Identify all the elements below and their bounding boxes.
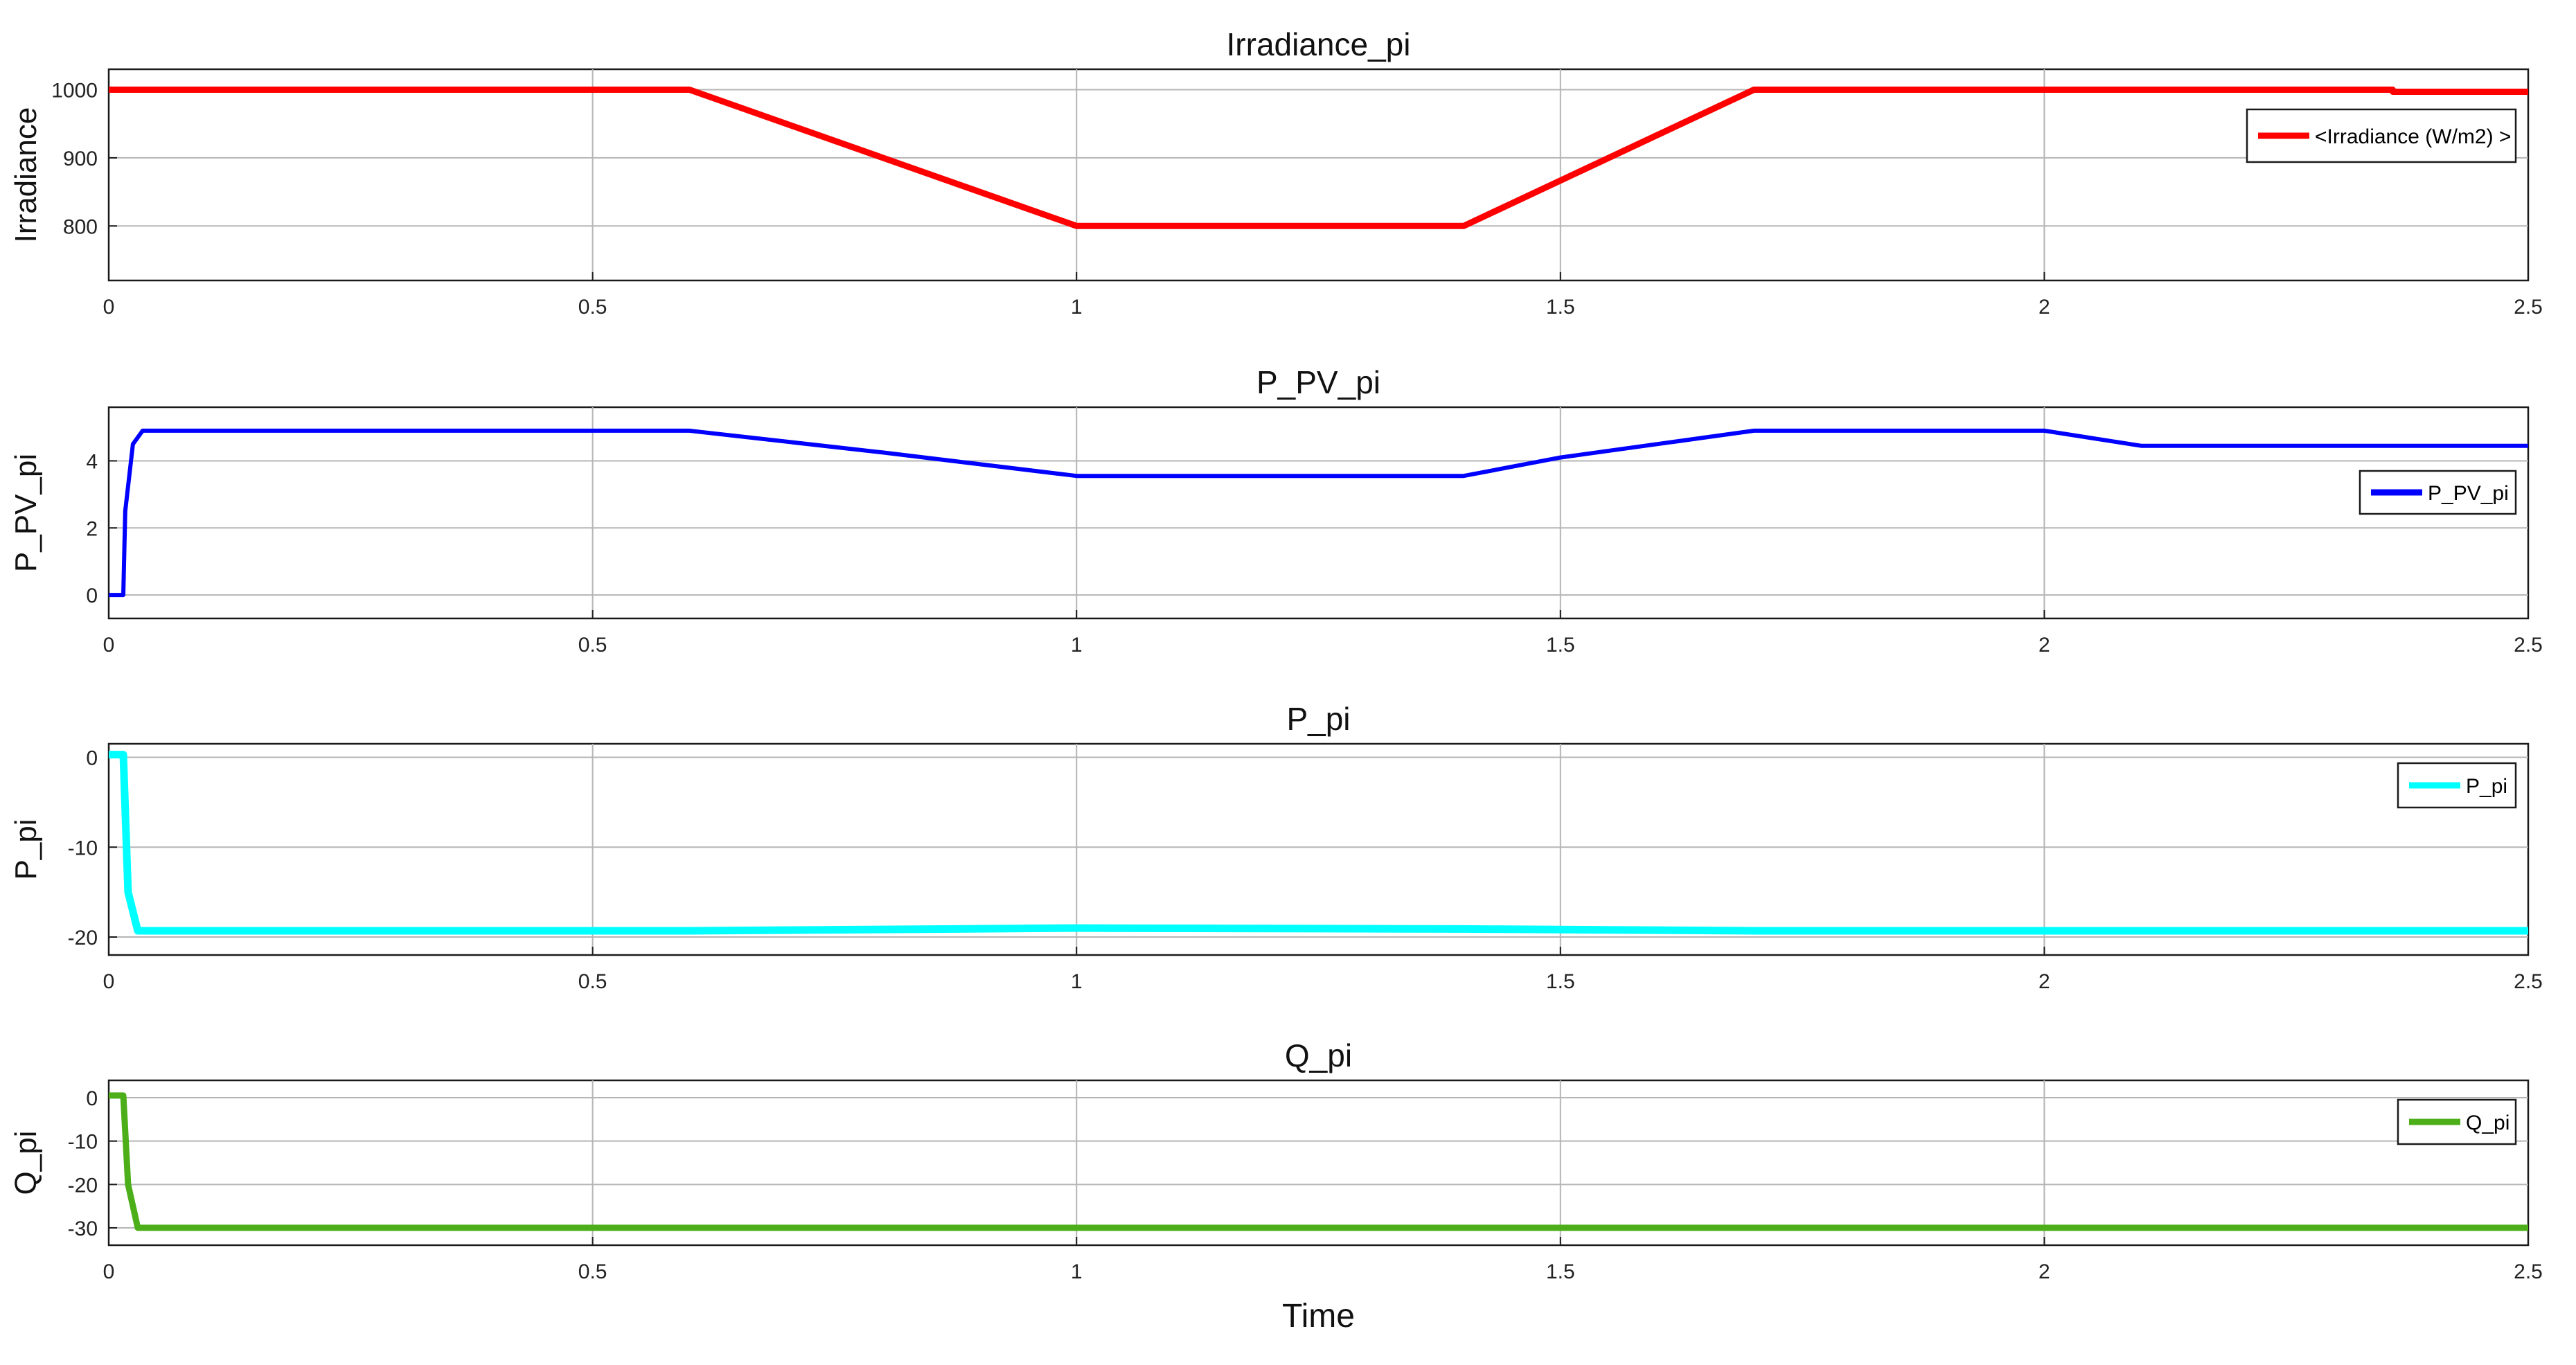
x-tick-label: 1: [1071, 634, 1083, 657]
y-tick-label: -10: [68, 837, 98, 859]
series-line-p-pv: [109, 428, 2528, 598]
y-axis-label-p: P_pi: [9, 819, 43, 880]
y-tick-label: 900: [63, 148, 98, 170]
x-tick-label: 2: [2038, 296, 2050, 319]
y-tick-label: -20: [68, 927, 98, 949]
legend-label: P_pi: [2466, 775, 2507, 798]
y-tick-label: -10: [68, 1131, 98, 1154]
x-tick-label: 1.5: [1546, 970, 1575, 993]
x-tick-label: 1: [1071, 970, 1083, 993]
x-tick-label: 0: [103, 1260, 115, 1283]
plot-area-p-pv: [107, 406, 2530, 620]
plot-area-p: [107, 742, 2530, 956]
y-axis-label-q: Q_pi: [9, 1131, 43, 1195]
x-tick-label: 2.5: [2514, 634, 2543, 657]
x-tick-label: 2.5: [2514, 970, 2543, 993]
y-tick-label: 0: [86, 585, 98, 607]
legend-p-pv: P_PV_pi: [2359, 470, 2517, 515]
x-tick-label: 0: [103, 970, 115, 993]
y-tick-label: 2: [86, 517, 98, 540]
panel-p-pv: 0 0.5 1 1.5 2 2.5 0 2 4 P_PV_pi P_PV_pi P_PV_pi: [9, 364, 2543, 657]
y-tick-label: 0: [86, 1087, 98, 1110]
y-tick-label: 0: [86, 747, 98, 769]
panel-p: 0 0.5 1 1.5 2 2.5 -20 -10 0 P_pi P_pi P_pi: [9, 701, 2543, 993]
panel-q: 0 0.5 1 1.5 2 2.5 -30 -20 -10 0 Q_pi Q_pi Time Q_pi: [9, 1037, 2543, 1335]
legend-label: <Irradiance (W/m2) >: [2315, 125, 2511, 148]
y-axis-label-irradiance: Irradiance: [9, 107, 43, 243]
y-tick-label: -30: [68, 1217, 98, 1240]
plot-area-irradiance: [107, 68, 2530, 282]
x-tick-label: 2: [2038, 1260, 2050, 1283]
x-tick-label: 0: [103, 296, 115, 319]
x-tick-label: 0.5: [578, 970, 607, 993]
chart-title-irradiance: Irradiance_pi: [1227, 26, 1411, 62]
x-tick-label: 1.5: [1546, 296, 1575, 319]
x-tick-label: 2: [2038, 970, 2050, 993]
y-tick-label: 1000: [51, 80, 98, 102]
legend-irradiance: <Irradiance (W/m2) >: [2246, 108, 2517, 163]
legend-q: Q_pi: [2397, 1098, 2517, 1145]
x-tick-label: 1.5: [1546, 1260, 1575, 1283]
plot-area-q: [107, 1079, 2530, 1247]
y-tick-label: -20: [68, 1174, 98, 1197]
x-tick-label: 2.5: [2514, 296, 2543, 319]
x-tick-label: 0: [103, 634, 115, 657]
series-line-p: [109, 751, 2528, 935]
x-tick-label: 0.5: [578, 634, 607, 657]
x-tick-label: 2: [2038, 634, 2050, 657]
legend-p: P_pi: [2397, 762, 2517, 809]
x-tick-label: 0.5: [578, 296, 607, 319]
chart-title-p: P_pi: [1286, 701, 1350, 737]
x-tick-label: 0.5: [578, 1260, 607, 1283]
x-tick-label: 1: [1071, 296, 1083, 319]
x-axis-label: Time: [1282, 1298, 1355, 1335]
x-tick-label: 1.5: [1546, 634, 1575, 657]
y-tick-label: 800: [63, 215, 98, 238]
chart-title-p-pv: P_PV_pi: [1256, 364, 1380, 400]
legend-label: Q_pi: [2466, 1112, 2510, 1134]
legend-label: P_PV_pi: [2428, 482, 2509, 505]
x-tick-label: 2.5: [2514, 1260, 2543, 1283]
x-tick-label: 1: [1071, 1260, 1083, 1283]
y-tick-label: 4: [86, 450, 98, 473]
chart-title-q: Q_pi: [1285, 1037, 1352, 1073]
y-axis-label-p-pv: P_PV_pi: [9, 454, 43, 572]
series-line-q: [109, 1092, 2528, 1231]
series-line-irradiance: [109, 87, 2528, 229]
panel-irradiance: 0 0.5 1 1.5 2 2.5 800 900 1000 Irradiance_pi Irrad…: [9, 26, 2543, 319]
